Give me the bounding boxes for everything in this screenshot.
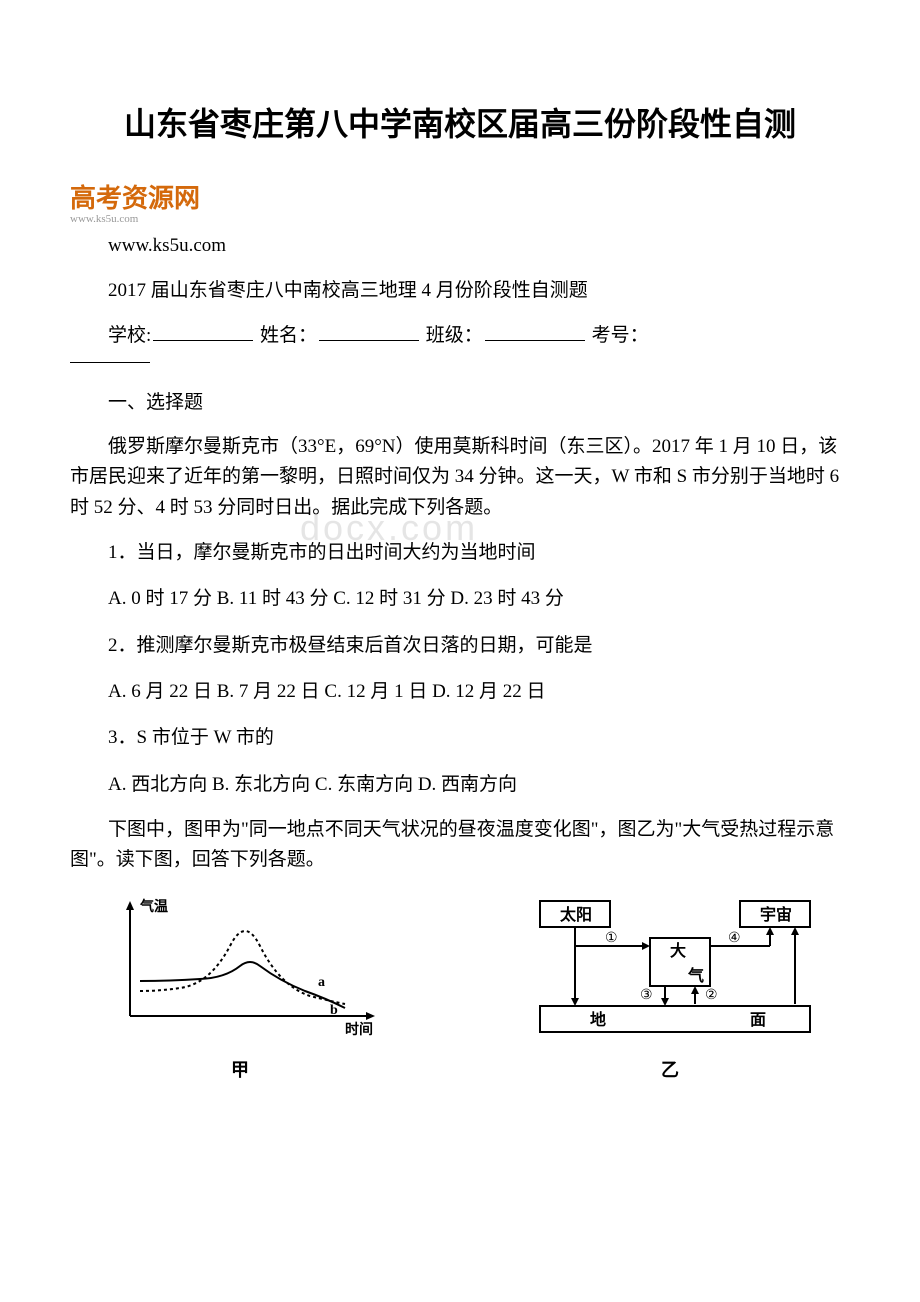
figures-row: 气温 时间 a b 甲 太阳 宇宙 大 气 地 面 [70, 896, 850, 1082]
figure-left: 气温 时间 a b 甲 [90, 896, 390, 1082]
y-axis-label: 气温 [139, 898, 168, 915]
school-label: 学校: [108, 325, 151, 346]
sun-box-label: 太阳 [559, 905, 592, 924]
logo-block: 高考资源网 www.ks5u.com [70, 178, 850, 225]
school-blank [153, 340, 253, 341]
question-3: 3．S 市位于 W 市的 [70, 722, 850, 754]
passage-1: 俄罗斯摩尔曼斯克市（33°E，69°N）使用莫斯科时间（东三区）。2017 年 … [70, 432, 850, 523]
examno-label: 考号： [592, 325, 649, 346]
class-blank [485, 340, 585, 341]
question-2-options: A. 6 月 22 日 B. 7 月 22 日 C. 12 月 1 日 D. 1… [70, 676, 850, 708]
ground-left-label: 地 [590, 1010, 606, 1029]
question-3-options: A. 西北方向 B. 东北方向 C. 东南方向 D. 西南方向 [70, 769, 850, 801]
figure-left-caption: 甲 [90, 1056, 390, 1082]
passage-2: 下图中，图甲为"同一地点不同天气状况的昼夜温度变化图"，图乙为"大气受热过程示意… [70, 815, 850, 876]
question-1-options: A. 0 时 17 分 B. 11 时 43 分 C. 12 时 31 分 D.… [70, 583, 850, 615]
class-label: 班级： [426, 325, 483, 346]
arrow-4-label: ④ [728, 931, 741, 946]
examno-blank [70, 362, 150, 363]
arrow-1-label: ① [605, 931, 618, 946]
question-2: 2．推测摩尔曼斯克市极昼结束后首次日落的日期，可能是 [70, 630, 850, 662]
name-blank [319, 340, 419, 341]
question-1: 1．当日，摩尔曼斯克市的日出时间大约为当地时间 [70, 537, 850, 569]
x-axis-label: 时间 [345, 1021, 373, 1038]
line-b-label: b [330, 1003, 338, 1018]
exam-subtitle: 2017 届山东省枣庄八中南校高三地理 4 月份阶段性自测题 [70, 275, 850, 302]
arrow-3-label: ③ [640, 988, 653, 1003]
line-a-label: a [318, 975, 325, 990]
url-text: www.ks5u.com [70, 235, 850, 257]
figure-right-caption: 乙 [510, 1056, 830, 1082]
page-title: 山东省枣庄第八中学南校区届高三份阶段性自测 [70, 100, 850, 148]
figure-right: 太阳 宇宙 大 气 地 面 ① ④ [510, 896, 830, 1082]
arrow-2-label: ② [705, 988, 718, 1003]
diagram-atmosphere: 太阳 宇宙 大 气 地 面 ① ④ [510, 896, 830, 1046]
form-line: 学校: 姓名： 班级： 考号： [70, 320, 850, 369]
logo-text: 高考资源网 [70, 178, 850, 215]
ground-right-label: 面 [750, 1011, 766, 1029]
atm-top-label: 大 [670, 941, 686, 960]
atm-bottom-label: 气 [687, 966, 704, 985]
section-heading: 一、选择题 [70, 387, 850, 414]
chart-temperature: 气温 时间 a b [90, 896, 390, 1046]
name-label: 姓名： [260, 325, 317, 346]
universe-box-label: 宇宙 [760, 905, 792, 924]
